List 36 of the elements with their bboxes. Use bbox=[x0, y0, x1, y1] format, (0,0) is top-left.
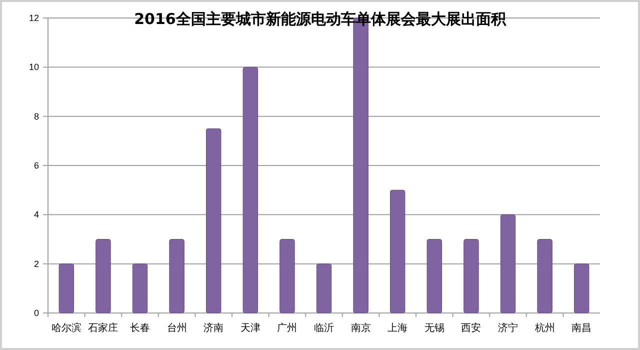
x-tick-label: 台州 bbox=[166, 322, 187, 334]
bar bbox=[206, 128, 222, 314]
x-tick-label: 济南 bbox=[204, 322, 224, 334]
bar bbox=[426, 239, 442, 314]
y-tick-label: 4 bbox=[34, 210, 39, 220]
y-tick-label: 6 bbox=[34, 160, 39, 170]
x-tick-label: 济宁 bbox=[498, 322, 518, 334]
bar bbox=[58, 264, 74, 314]
y-tick-label: 8 bbox=[34, 111, 39, 122]
x-tick-label: 石家庄 bbox=[88, 322, 118, 334]
y-tick-label: 0 bbox=[34, 308, 39, 318]
x-tick-label: 西安 bbox=[461, 322, 482, 334]
x-tick-label: 临沂 bbox=[314, 322, 334, 334]
bar bbox=[280, 239, 295, 314]
x-tick-label: 无锡 bbox=[424, 323, 444, 334]
y-tick-label: 2 bbox=[34, 258, 39, 269]
bar bbox=[574, 264, 590, 314]
x-tick-label: 广州 bbox=[277, 322, 298, 334]
bar bbox=[132, 264, 148, 314]
y-tick-label: 10 bbox=[28, 62, 39, 72]
bar bbox=[96, 239, 111, 314]
x-tick-label: 哈尔滨 bbox=[51, 322, 82, 334]
bar bbox=[169, 239, 184, 314]
x-tick-label: 上海 bbox=[388, 322, 408, 334]
bar bbox=[464, 239, 479, 314]
y-tick-label: 12 bbox=[28, 13, 39, 23]
bar bbox=[500, 214, 516, 314]
bar bbox=[316, 264, 332, 314]
x-tick-label: 长春 bbox=[130, 322, 150, 334]
x-tick-label: 杭州 bbox=[534, 322, 555, 334]
bar bbox=[242, 66, 258, 314]
x-tick-label: 南昌 bbox=[572, 322, 592, 334]
x-tick-label: 南京 bbox=[350, 322, 371, 334]
bar bbox=[537, 239, 552, 314]
bar bbox=[390, 190, 406, 314]
x-tick-label: 天津 bbox=[240, 322, 260, 334]
